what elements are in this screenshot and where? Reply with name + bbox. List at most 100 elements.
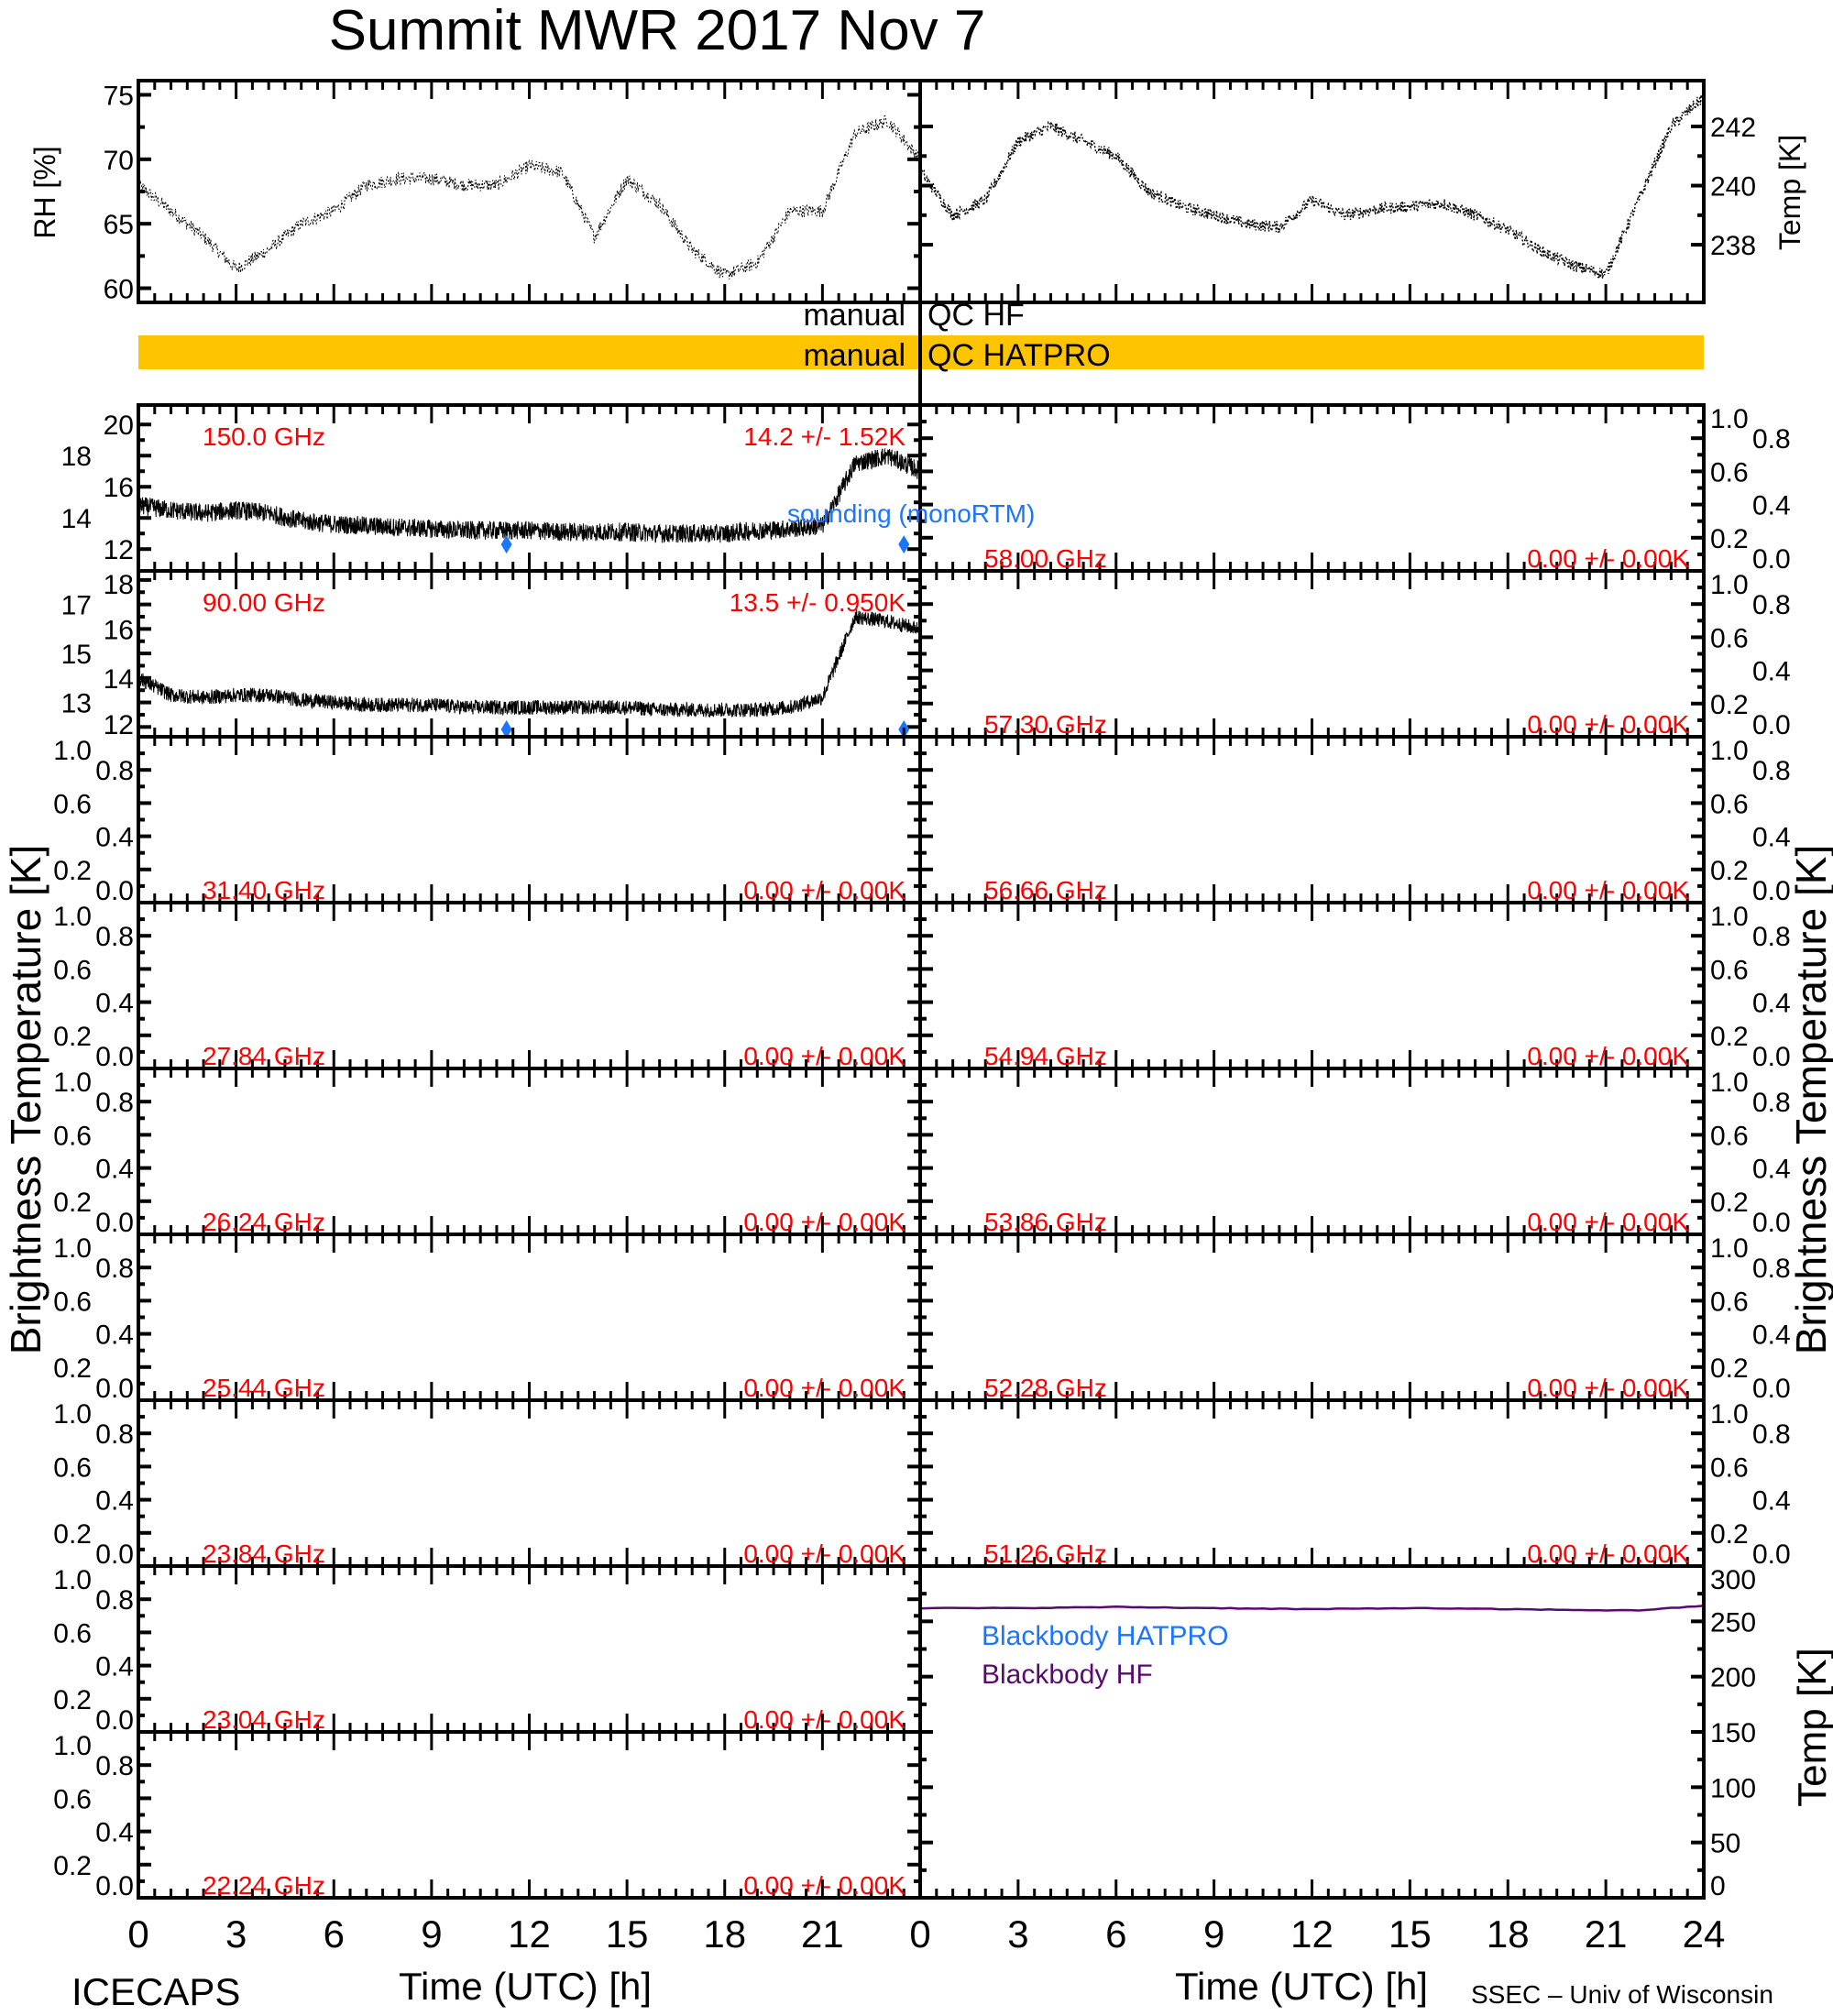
channel-stats-label: 0.00 +/- 0.00K (743, 1871, 906, 1900)
y-tick-label: 15 (61, 640, 92, 670)
x-tick-label-left: 18 (703, 1912, 746, 1956)
y-tick-label: 0.8 (95, 1088, 134, 1118)
rh-axis-label: RH [%] (28, 146, 61, 238)
channel-stats-label: 0.00 +/- 0.00K (743, 1208, 906, 1236)
y-tick-label: 0.0 (1752, 876, 1791, 906)
y-tick-label: 0.4 (1752, 989, 1791, 1019)
y-tick-label: 200 (1710, 1663, 1756, 1693)
y-tick-label: 0.2 (53, 1353, 92, 1384)
y-tick-label: 1.0 (1710, 404, 1749, 434)
ssec-credit-label: SSEC – Univ of Wisconsin (1471, 1980, 1773, 2009)
x-tick-label-right: 15 (1388, 1912, 1432, 1956)
channel-frequency-label: 27.84 GHz (203, 1042, 325, 1070)
x-tick-label-left: 15 (606, 1912, 649, 1956)
sounding-marker (500, 535, 512, 554)
y-tick-label: 0.6 (1710, 1452, 1749, 1483)
rh-series (137, 115, 921, 279)
qc-hatpro-label-left: manual (803, 338, 906, 373)
y-tick-label: 238 (1710, 231, 1756, 261)
y-tick-label: 300 (1710, 1565, 1756, 1595)
y-tick-label: 0.6 (53, 1452, 92, 1483)
y-tick-label: 0.8 (1752, 756, 1791, 786)
channel-stats-label: 0.00 +/- 0.00K (743, 1374, 906, 1402)
qc-hatpro-label-right: QC HATPRO (927, 338, 1111, 373)
y-tick-label: 0.0 (1752, 1374, 1791, 1404)
y-tick-label: 1.0 (53, 1399, 92, 1430)
channel-stats-label: 0.00 +/- 0.00K (743, 1042, 906, 1070)
channel-stats-label: 0.00 +/- 0.00K (743, 876, 906, 904)
y-tick-label: 1.0 (1710, 902, 1749, 932)
y-tick-label: 0.6 (1710, 1121, 1749, 1151)
y-tick-label: 50 (1710, 1829, 1740, 1859)
y-tick-label: 0.8 (1752, 1419, 1791, 1450)
temp-axis-label: Temp [K] (1773, 135, 1806, 250)
y-tick-label: 70 (104, 146, 134, 176)
channel-frequency-label: 23.84 GHz (203, 1539, 325, 1568)
temp-panel-frame (918, 79, 1706, 304)
x-tick-label-left: 12 (508, 1912, 551, 1956)
y-tick-label: 0.4 (95, 1155, 134, 1185)
y-tick-label: 0.4 (95, 1486, 134, 1517)
channel-frequency-label: 90.00 GHz (203, 588, 325, 617)
channel-stats-label: 0.00 +/- 0.00K (743, 1539, 906, 1568)
blackbody-hf-line (919, 1604, 1705, 1612)
y-tick-label: 0.8 (95, 1419, 134, 1450)
y-tick-label: 0.2 (1710, 1022, 1749, 1052)
y-tick-label: 0.0 (95, 1539, 134, 1570)
y-tick-label: 13 (61, 689, 92, 719)
y-tick-label: 0.2 (53, 1022, 92, 1052)
y-tick-label: 0.8 (95, 1751, 134, 1781)
y-tick-label: 0.4 (1752, 491, 1791, 521)
y-tick-label: 12 (104, 710, 134, 740)
x-tick-label-right: 9 (1203, 1912, 1224, 1956)
y-tick-label: 16 (104, 615, 134, 645)
y-tick-label: 0.0 (95, 876, 134, 906)
channel-stats-label: 0.00 +/- 0.00K (1527, 544, 1689, 573)
channel-frequency-label: 54.94 GHz (984, 1042, 1107, 1070)
x-tick-label-left: 6 (324, 1912, 345, 1956)
y-tick-label: 16 (104, 473, 134, 503)
channel-stats-label: 0.00 +/- 0.00K (1527, 876, 1689, 904)
sounding-legend-label: sounding (monoRTM) (787, 499, 1035, 528)
y-tick-label: 0.4 (1752, 657, 1791, 687)
blackbody-panel-frame (918, 1564, 1706, 1900)
y-tick-label: 0.2 (1710, 856, 1749, 886)
x-axis-label-right: Time (UTC) [h] (1175, 1965, 1428, 2008)
y-tick-label: 100 (1710, 1773, 1756, 1803)
y-tick-label: 60 (104, 275, 134, 305)
y-tick-label: 0.4 (95, 823, 134, 853)
x-tick-label-right: 21 (1585, 1912, 1628, 1956)
y-tick-label: 0.0 (1752, 544, 1791, 575)
y-tick-label: 242 (1710, 113, 1756, 143)
y-tick-label: 18 (61, 442, 92, 472)
x-tick-label-right: 18 (1487, 1912, 1530, 1956)
channel-stats-label: 0.00 +/- 0.00K (1527, 1042, 1689, 1070)
y-tick-label: 0.8 (1752, 424, 1791, 455)
y-tick-label: 0.2 (1710, 524, 1749, 554)
channel-stats-label: 0.00 +/- 0.00K (1527, 710, 1689, 739)
legend-blackbody-hatpro: Blackbody HATPRO (982, 1621, 1229, 1651)
y-tick-label: 18 (104, 570, 134, 600)
channel-frequency-label: 22.24 GHz (203, 1871, 325, 1900)
y-tick-label: 0.6 (1710, 457, 1749, 488)
y-tick-label: 1.0 (1710, 1068, 1749, 1098)
y-tick-label: 0.2 (1710, 1188, 1749, 1218)
y-tick-label: 12 (104, 535, 134, 565)
y-tick-label: 0.2 (1710, 690, 1749, 720)
y-tick-label: 250 (1710, 1607, 1756, 1638)
y-tick-label: 75 (104, 81, 134, 111)
x-tick-label-left: 9 (421, 1912, 442, 1956)
y-tick-label: 17 (61, 591, 92, 621)
y-tick-label: 0.2 (53, 1188, 92, 1218)
y-tick-label: 0.2 (53, 1685, 92, 1715)
channel-frequency-label: 23.04 GHz (203, 1705, 325, 1734)
brightness-temp-series-1500 (137, 448, 921, 543)
y-tick-label: 0.2 (53, 1519, 92, 1550)
y-tick-label: 65 (104, 210, 134, 240)
y-tick-label: 0.0 (95, 1042, 134, 1072)
y-tick-label: 0.0 (95, 1208, 134, 1238)
y-tick-label: 0.4 (95, 1320, 134, 1351)
x-axis-label-left: Time (UTC) [h] (399, 1965, 652, 2008)
y-tick-label: 0.8 (1752, 922, 1791, 952)
